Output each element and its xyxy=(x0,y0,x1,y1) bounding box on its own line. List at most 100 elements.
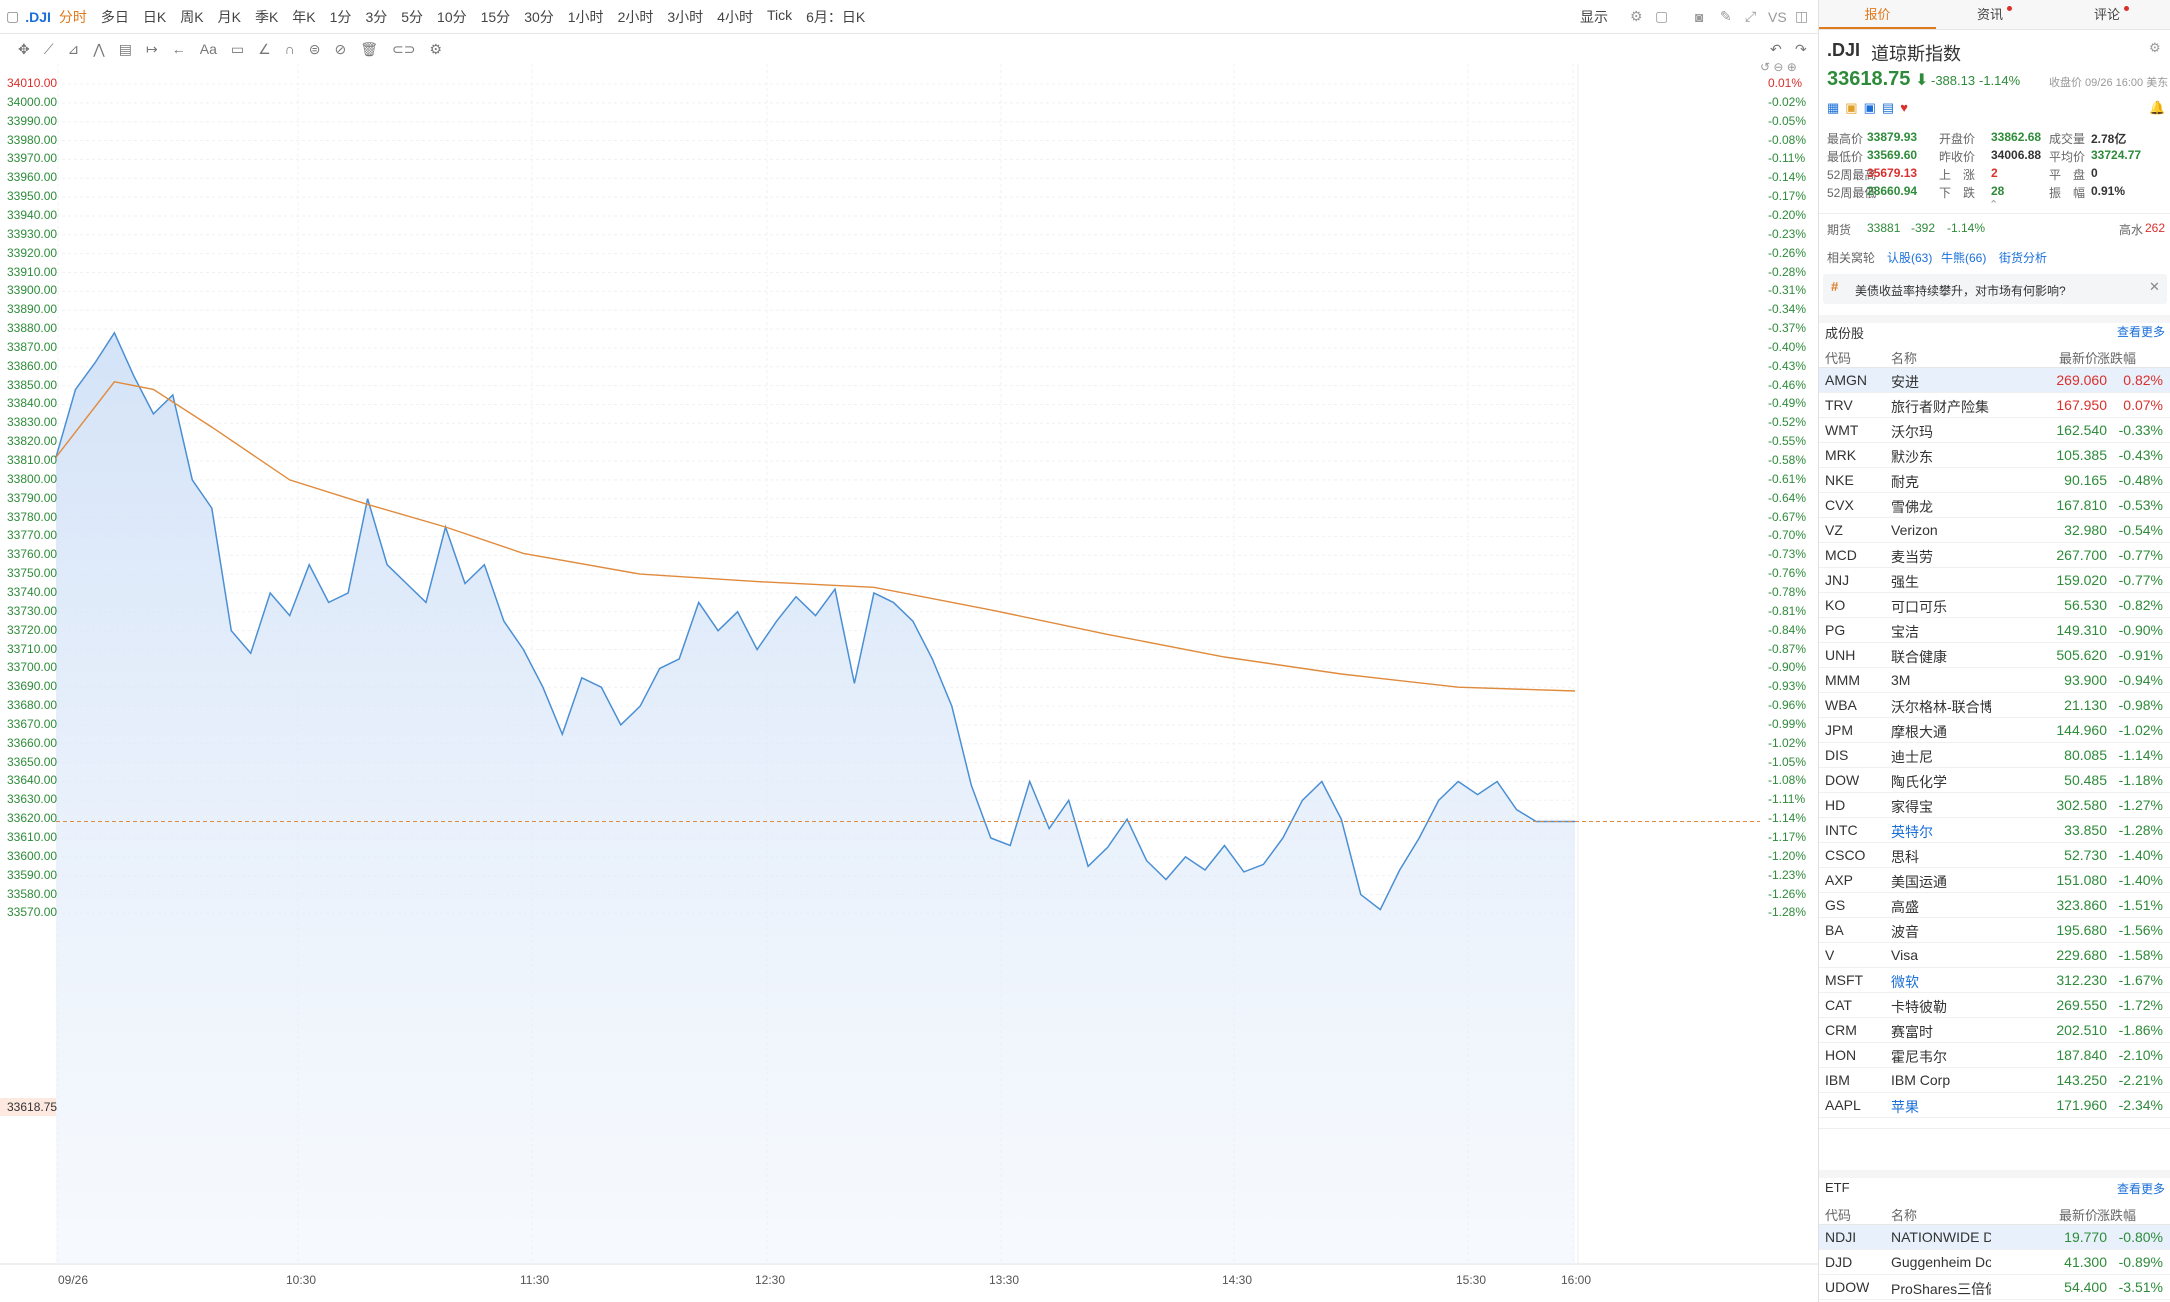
warrants-link[interactable]: 认股(63) xyxy=(1887,251,1933,265)
column-header[interactable]: 名称 xyxy=(1891,351,1918,366)
timeframe-tab[interactable]: 多日 xyxy=(100,8,129,25)
column-header[interactable]: 最新价 xyxy=(2059,1208,2099,1223)
trash-icon[interactable]: 🗑 xyxy=(360,40,378,57)
link-badge-icon[interactable]: ▣ xyxy=(1863,100,1882,115)
timeframe-tab[interactable]: 15分 xyxy=(480,8,511,25)
table-row[interactable]: UNH 联合健康 505.620 -0.91% xyxy=(1819,643,2170,668)
table-row[interactable]: IBM IBM Corp 143.250 -2.21% xyxy=(1819,1068,2170,1093)
table-row[interactable]: CAT 卡特彼勒 269.550 -1.72% xyxy=(1819,993,2170,1018)
tab-quote[interactable]: 报价 xyxy=(1819,0,1936,29)
cbbc-link[interactable]: 牛熊(66) xyxy=(1941,251,1987,265)
camera-icon[interactable]: ◙ xyxy=(1695,8,1704,25)
settings-draw-icon[interactable]: ⚙ xyxy=(429,40,442,57)
table-row[interactable]: HD 家得宝 302.580 -1.27% xyxy=(1819,793,2170,818)
wave-tool-icon[interactable]: ⋀ xyxy=(93,40,105,57)
measure-tool-icon[interactable]: ↦ xyxy=(146,40,158,57)
table-row[interactable]: MSFT 微软 312.230 -1.67% xyxy=(1819,968,2170,993)
timeframe-tab[interactable]: 月K xyxy=(217,8,241,25)
note-tool-icon[interactable]: ▭ xyxy=(230,40,245,57)
table-row[interactable]: TRV 旅行者财产险集 167.950 0.07% xyxy=(1819,393,2170,418)
fullscreen-icon[interactable]: ⤢ xyxy=(1745,8,1757,24)
column-header[interactable]: 涨跌幅 xyxy=(2097,351,2137,366)
display-menu[interactable]: 显示 xyxy=(1580,8,1608,25)
timeframe-tab[interactable]: Tick xyxy=(766,6,793,23)
redo-icon[interactable]: ↷ xyxy=(1795,40,1807,57)
settings-icon[interactable]: ⚙ xyxy=(2149,40,2161,55)
collapse-icon[interactable]: ⌃ xyxy=(1989,199,1999,211)
table-row[interactable]: MMM 3M 93.900 -0.94% xyxy=(1819,668,2170,693)
bell-icon[interactable]: 🔔 xyxy=(2149,100,2166,115)
link-icon[interactable]: ⊂⊃ xyxy=(391,40,416,57)
timeframe-tab[interactable]: 4小时 xyxy=(717,8,753,25)
table-row[interactable]: CSCO 思科 52.730 -1.40% xyxy=(1819,843,2170,868)
table-row[interactable]: GS 高盛 323.860 -1.51% xyxy=(1819,893,2170,918)
table-row[interactable]: JNJ 强生 159.020 -0.77% xyxy=(1819,568,2170,593)
column-header[interactable]: 名称 xyxy=(1891,1208,1918,1223)
arrow-tool-icon[interactable]: ← xyxy=(171,41,186,57)
timeframe-tab[interactable]: 分时 xyxy=(58,8,87,25)
timeframe-tab[interactable]: 2小时 xyxy=(617,8,654,25)
reset-zoom-icon[interactable]: ↺ ⊖ ⊕ xyxy=(1760,60,1797,74)
table-row[interactable]: NKE 耐克 90.165 -0.48% xyxy=(1819,468,2170,493)
table-row[interactable]: MCD 麦当劳 267.700 -0.77% xyxy=(1819,543,2170,568)
symbol-label[interactable]: .DJI xyxy=(25,8,51,25)
line-tool-icon[interactable]: ⟋ xyxy=(43,40,54,57)
table-row[interactable]: AXP 美国运通 151.080 -1.40% xyxy=(1819,868,2170,893)
table-row[interactable]: CRM 赛富时 202.510 -1.86% xyxy=(1819,1018,2170,1043)
column-header[interactable]: 代码 xyxy=(1825,351,1852,366)
timeframe-tab[interactable]: 3分 xyxy=(365,8,388,25)
tab-comments[interactable]: 评论 xyxy=(2053,0,2170,29)
text-tool-icon[interactable]: Aa xyxy=(199,41,217,57)
street-analysis-link[interactable]: 街货分析 xyxy=(1999,251,2048,265)
table-row[interactable]: VZ Verizon 32.980 -0.54% xyxy=(1819,518,2170,543)
timeframe-tab[interactable]: 1小时 xyxy=(567,8,604,25)
table-row[interactable]: AMGN 安进 269.060 0.82% xyxy=(1819,368,2170,393)
table-row[interactable]: DIS 迪士尼 80.085 -1.14% xyxy=(1819,743,2170,768)
column-header[interactable]: 最新价 xyxy=(2059,351,2099,366)
timeframe-tab[interactable]: 年K xyxy=(292,8,316,25)
timeframe-tab[interactable]: 1分 xyxy=(329,8,352,25)
table-row[interactable]: BA 波音 195.680 -1.56% xyxy=(1819,918,2170,943)
etf-more-link[interactable]: 查看更多 xyxy=(2117,1182,2166,1196)
layout-icon[interactable]: ▢ xyxy=(1655,8,1669,24)
hide-icon[interactable]: ⊘ xyxy=(334,40,347,57)
table-row[interactable]: INTC 英特尔 33.850 -1.28% xyxy=(1819,818,2170,843)
table-row[interactable]: DJD Guggenheim Dow 41.300 -0.89% xyxy=(1819,1250,2170,1275)
table-row[interactable]: DOW 陶氏化学 50.485 -1.18% xyxy=(1819,768,2170,793)
timeframe-tab[interactable]: 日K xyxy=(142,8,167,25)
timeframe-tab[interactable]: 3小时 xyxy=(667,8,704,25)
table-row[interactable]: NDJI NATIONWIDE DO 19.770 -0.80% xyxy=(1819,1225,2170,1250)
lock-icon[interactable]: ⊜ xyxy=(308,40,321,57)
timeframe-tab[interactable]: 10分 xyxy=(437,8,467,25)
timeframe-tab[interactable]: 30分 xyxy=(524,8,554,25)
table-row[interactable]: WMT 沃尔玛 162.540 -0.33% xyxy=(1819,418,2170,443)
table-row[interactable]: UDOW ProShares三倍做多 54.400 -3.51% xyxy=(1819,1275,2170,1300)
sidebar-toggle-icon[interactable]: ▢ xyxy=(6,8,20,24)
column-header[interactable]: 涨跌幅 xyxy=(2097,1208,2137,1223)
heart-icon[interactable]: ♥ xyxy=(1900,100,1914,115)
table-row[interactable]: CVX 雪佛龙 167.810 -0.53% xyxy=(1819,493,2170,518)
fib-tool-icon[interactable]: ▤ xyxy=(118,40,132,57)
table-row[interactable]: V Visa 229.680 -1.58% xyxy=(1819,943,2170,968)
table-row[interactable]: JPM 摩根大通 144.960 -1.02% xyxy=(1819,718,2170,743)
crosshair-icon[interactable]: ✥ xyxy=(18,40,30,57)
table-row[interactable]: KO 可口可乐 56.530 -0.82% xyxy=(1819,593,2170,618)
constituents-more-link[interactable]: 查看更多 xyxy=(2117,325,2166,339)
table-row[interactable]: PG 宝洁 149.310 -0.90% xyxy=(1819,618,2170,643)
magnet-icon[interactable]: ∩ xyxy=(284,41,295,57)
settings-icon[interactable]: ⚙ xyxy=(1630,8,1643,24)
draw-pen-icon[interactable]: ✎ xyxy=(1720,8,1732,24)
timeframe-tab[interactable]: 季K xyxy=(254,8,279,25)
table-row[interactable]: AAPL 苹果 171.960 -2.34% xyxy=(1819,1093,2170,1118)
table-row[interactable]: MRK 默沙东 105.385 -0.43% xyxy=(1819,443,2170,468)
intraday-chart[interactable] xyxy=(0,64,1818,1284)
news-banner[interactable]: # 美债收益率持续攀升，对市场有何影响? ✕ xyxy=(1823,274,2167,304)
tag-icon[interactable]: ▣ xyxy=(1845,100,1864,115)
undo-icon[interactable]: ↶ xyxy=(1770,40,1782,57)
table-row[interactable]: HON 霍尼韦尔 187.840 -2.10% xyxy=(1819,1043,2170,1068)
angle-tool-icon[interactable]: ∠ xyxy=(258,40,271,57)
tab-news[interactable]: 资讯 xyxy=(1936,0,2053,29)
close-icon[interactable]: ✕ xyxy=(2149,279,2160,294)
doc-icon[interactable]: ▤ xyxy=(1881,100,1901,115)
compare-button[interactable]: VS xyxy=(1768,8,1787,25)
